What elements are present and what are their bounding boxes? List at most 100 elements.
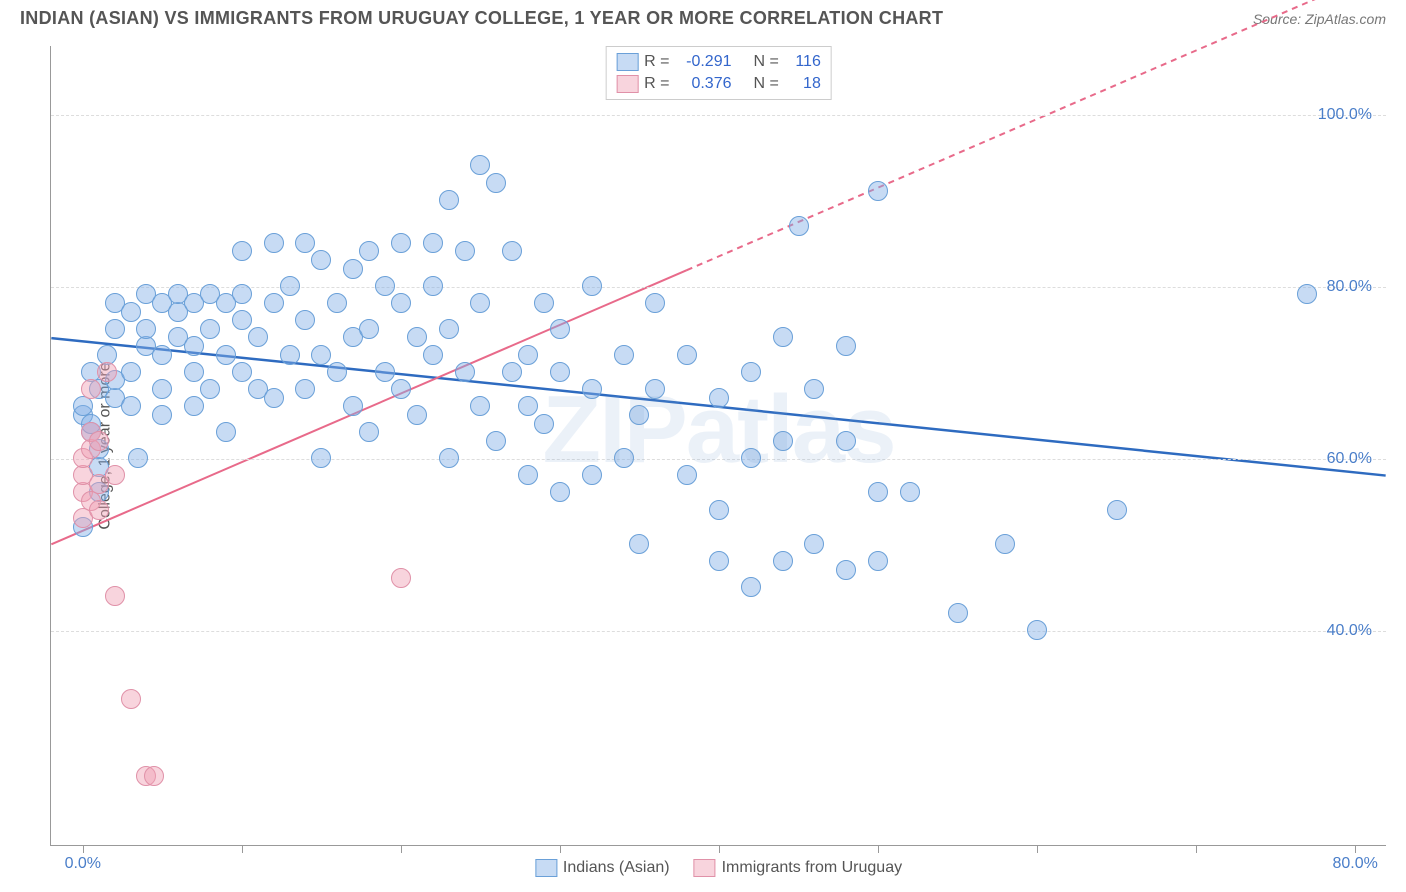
data-point bbox=[391, 379, 411, 399]
data-point bbox=[741, 448, 761, 468]
data-point bbox=[470, 155, 490, 175]
x-tick-label: 80.0% bbox=[1333, 855, 1378, 873]
data-point bbox=[773, 327, 793, 347]
data-point bbox=[295, 379, 315, 399]
data-point bbox=[311, 345, 331, 365]
x-tick bbox=[1037, 845, 1038, 853]
data-point bbox=[1027, 620, 1047, 640]
data-point bbox=[280, 345, 300, 365]
data-point bbox=[582, 465, 602, 485]
data-point bbox=[152, 379, 172, 399]
legend-item: Immigrants from Uruguay bbox=[694, 859, 903, 877]
x-tick bbox=[242, 845, 243, 853]
data-point bbox=[343, 396, 363, 416]
data-point bbox=[407, 327, 427, 347]
source-credit: Source: ZipAtlas.com bbox=[1253, 11, 1386, 27]
data-point bbox=[868, 482, 888, 502]
legend-swatch bbox=[694, 859, 716, 877]
data-point bbox=[455, 241, 475, 261]
y-tick-label: 40.0% bbox=[1327, 622, 1372, 640]
data-point bbox=[152, 345, 172, 365]
data-point bbox=[295, 310, 315, 330]
data-point bbox=[200, 379, 220, 399]
data-point bbox=[280, 276, 300, 296]
x-tick bbox=[1355, 845, 1356, 853]
data-point bbox=[121, 396, 141, 416]
data-point bbox=[359, 319, 379, 339]
data-point bbox=[121, 302, 141, 322]
legend-label: Indians (Asian) bbox=[563, 859, 670, 877]
data-point bbox=[789, 216, 809, 236]
legend-r-label: R = bbox=[644, 53, 669, 71]
data-point bbox=[455, 362, 475, 382]
data-point bbox=[423, 276, 443, 296]
data-point bbox=[200, 319, 220, 339]
data-point bbox=[152, 405, 172, 425]
data-point bbox=[470, 396, 490, 416]
data-point bbox=[81, 379, 101, 399]
legend-series: Indians (Asian) Immigrants from Uruguay bbox=[535, 859, 902, 877]
legend-n-label: N = bbox=[754, 53, 779, 71]
data-point bbox=[550, 362, 570, 382]
data-point bbox=[502, 362, 522, 382]
data-point bbox=[327, 293, 347, 313]
data-point bbox=[184, 362, 204, 382]
data-point bbox=[89, 431, 109, 451]
x-tick bbox=[1196, 845, 1197, 853]
data-point bbox=[391, 233, 411, 253]
data-point bbox=[439, 190, 459, 210]
data-point bbox=[264, 233, 284, 253]
legend-swatch bbox=[535, 859, 557, 877]
data-point bbox=[97, 362, 117, 382]
data-point bbox=[550, 482, 570, 502]
x-tick bbox=[401, 845, 402, 853]
y-tick-label: 100.0% bbox=[1318, 106, 1372, 124]
legend-row: R =0.376N =18 bbox=[616, 73, 821, 95]
data-point bbox=[264, 293, 284, 313]
data-point bbox=[773, 431, 793, 451]
legend-item: Indians (Asian) bbox=[535, 859, 670, 877]
data-point bbox=[836, 336, 856, 356]
data-point bbox=[423, 233, 443, 253]
data-point bbox=[232, 362, 252, 382]
data-point bbox=[311, 250, 331, 270]
data-point bbox=[773, 551, 793, 571]
x-tick bbox=[878, 845, 879, 853]
legend-swatch bbox=[616, 75, 638, 93]
data-point bbox=[391, 293, 411, 313]
data-point bbox=[1297, 284, 1317, 304]
y-tick-label: 80.0% bbox=[1327, 278, 1372, 296]
data-point bbox=[144, 766, 164, 786]
data-point bbox=[629, 405, 649, 425]
data-point bbox=[407, 405, 427, 425]
data-point bbox=[232, 284, 252, 304]
data-point bbox=[439, 448, 459, 468]
data-point bbox=[105, 465, 125, 485]
data-point bbox=[518, 396, 538, 416]
legend-n-value: 116 bbox=[785, 53, 821, 71]
data-point bbox=[582, 276, 602, 296]
gridline bbox=[51, 287, 1386, 288]
scatter-chart: ZIPatlas R =-0.291N =116R =0.376N =18 In… bbox=[50, 46, 1386, 846]
data-point bbox=[216, 422, 236, 442]
data-point bbox=[439, 319, 459, 339]
legend-r-label: R = bbox=[644, 75, 669, 93]
data-point bbox=[105, 586, 125, 606]
data-point bbox=[868, 181, 888, 201]
data-point bbox=[121, 362, 141, 382]
data-point bbox=[677, 345, 697, 365]
x-tick bbox=[83, 845, 84, 853]
data-point bbox=[868, 551, 888, 571]
data-point bbox=[232, 241, 252, 261]
data-point bbox=[359, 241, 379, 261]
data-point bbox=[518, 345, 538, 365]
y-tick-label: 60.0% bbox=[1327, 450, 1372, 468]
data-point bbox=[948, 603, 968, 623]
data-point bbox=[343, 259, 363, 279]
data-point bbox=[216, 345, 236, 365]
data-point bbox=[105, 319, 125, 339]
data-point bbox=[470, 293, 490, 313]
data-point bbox=[836, 431, 856, 451]
legend-row: R =-0.291N =116 bbox=[616, 51, 821, 73]
legend-n-label: N = bbox=[754, 75, 779, 93]
